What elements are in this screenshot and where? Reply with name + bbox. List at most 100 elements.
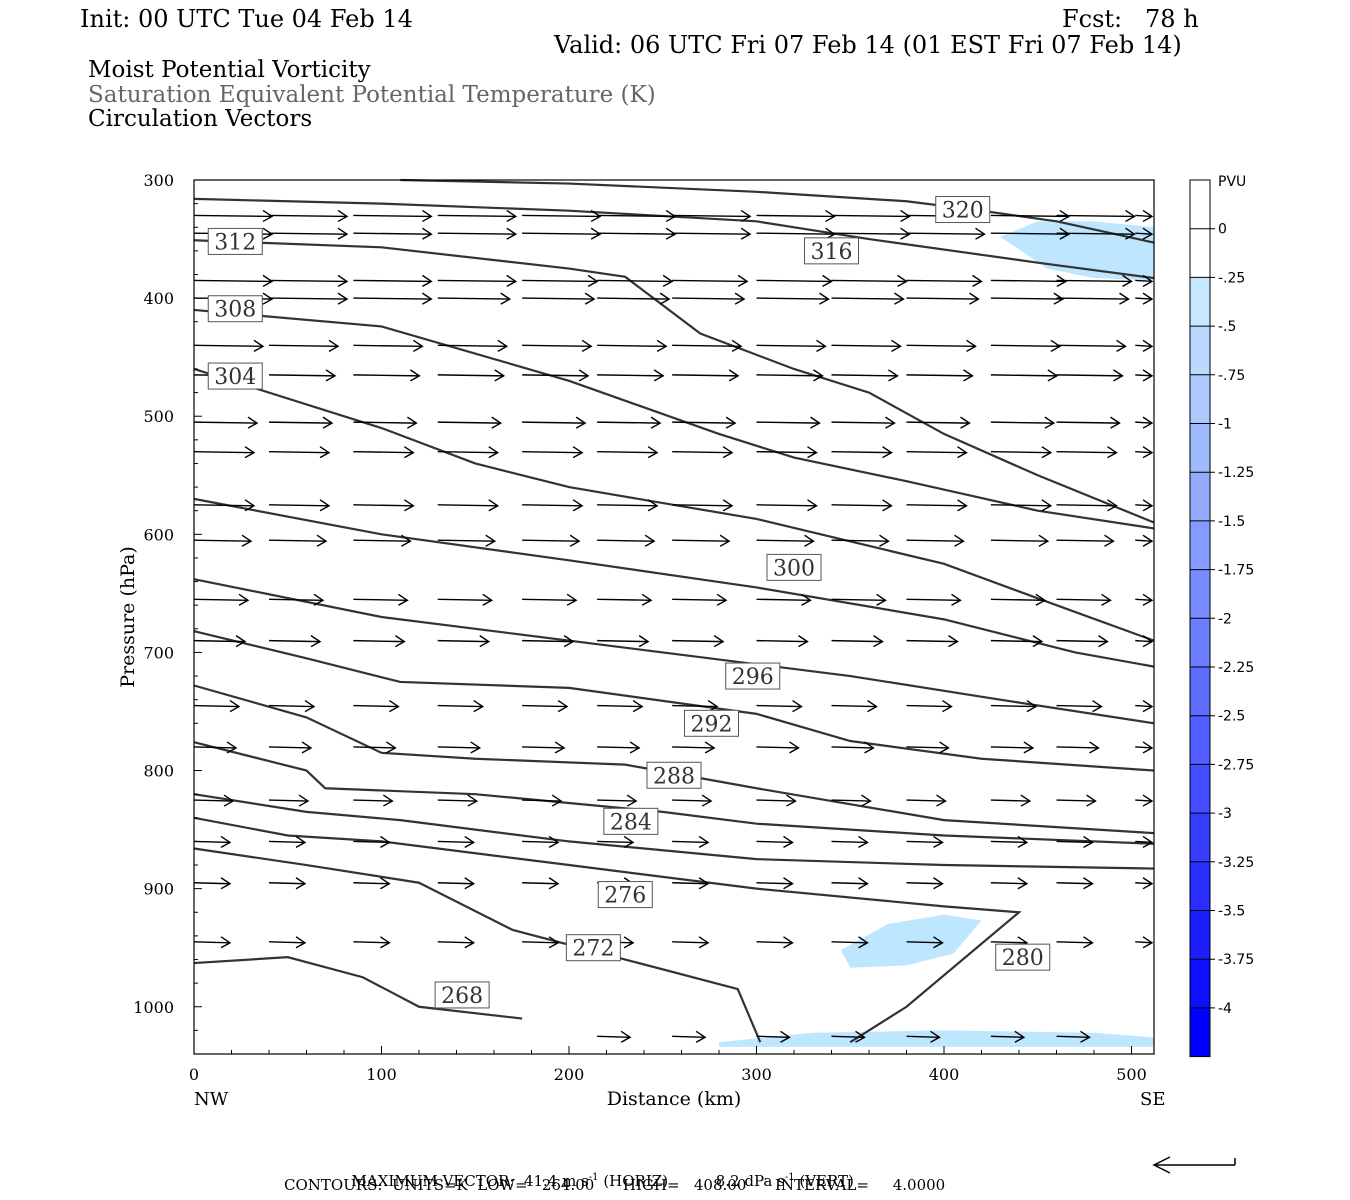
- vector-arrow: [831, 534, 890, 547]
- max-vector-horiz: 41.4 m s: [523, 1172, 589, 1190]
- vector-arrow: [522, 499, 584, 512]
- vector-arrow: [268, 292, 349, 305]
- contour-292: [193, 630, 1155, 772]
- vector-arrow: [1135, 499, 1154, 512]
- vector-arrow: [756, 209, 836, 223]
- right-endpoint-label: SE: [1140, 1089, 1165, 1110]
- vector-arrow: [831, 741, 875, 754]
- vector-arrow: [522, 339, 593, 352]
- vector-arrow: [672, 635, 725, 648]
- reference-vector: [1152, 1156, 1236, 1174]
- vector-arrow: [756, 1030, 791, 1043]
- colorbar-swatch: [1190, 277, 1210, 327]
- colorbar-swatch: [1190, 423, 1210, 473]
- vector-arrow: [522, 209, 602, 223]
- vector-arrow: [522, 416, 587, 429]
- vector-arrow: [990, 635, 1044, 648]
- contour-label-272: 272: [565, 934, 621, 962]
- vector-arrow: [831, 274, 908, 288]
- vector-arrow: [597, 446, 659, 459]
- vector-arrow: [1056, 416, 1121, 429]
- vector-arrow: [906, 446, 968, 459]
- vector-arrow: [437, 446, 500, 459]
- vector-arrow: [268, 877, 307, 890]
- left-endpoint-label: NW: [194, 1089, 229, 1110]
- vector-arrow: [597, 292, 671, 305]
- vector-arrow: [437, 635, 491, 648]
- vector-arrow: [353, 936, 391, 949]
- vector-arrow: [672, 416, 737, 429]
- vector-arrow: [437, 209, 518, 223]
- vector-arrow: [437, 369, 506, 382]
- vector-arrow: [522, 227, 602, 240]
- vector-arrow: [193, 416, 259, 429]
- vector-arrow: [906, 534, 965, 547]
- vector-arrow: [597, 274, 674, 288]
- colorbar-label: -.25: [1218, 270, 1245, 286]
- vector-arrow: [1135, 292, 1154, 305]
- svg-text:304: 304: [214, 365, 256, 390]
- vector-arrow: [522, 369, 590, 382]
- vector-arrow: [990, 593, 1047, 606]
- vector-arrow: [437, 534, 497, 547]
- contour-304: [193, 367, 1155, 642]
- vector-arrow: [597, 369, 665, 382]
- y-tick-label: 500: [143, 407, 174, 426]
- vector-arrow: [756, 446, 818, 459]
- vector-arrow: [353, 499, 415, 512]
- vector-arrow: [522, 274, 599, 288]
- vector-arrow: [906, 227, 986, 240]
- colorbar-swatch: [1190, 520, 1210, 570]
- vector-arrow: [353, 227, 433, 240]
- vector-arrow: [756, 416, 821, 429]
- max-vector-label: MAXIMUM VECTOR:: [351, 1172, 515, 1190]
- vector-arrow: [597, 835, 635, 849]
- vector-arrow: [756, 499, 818, 512]
- y-axis-title: Pressure (hPa): [117, 546, 139, 688]
- vector-arrow: [268, 499, 331, 512]
- vector-arrow: [1056, 877, 1094, 890]
- mpv-region-0: [1000, 221, 1154, 281]
- vector-arrow: [831, 593, 887, 606]
- vector-arrow: [522, 741, 566, 754]
- vector-arrow: [268, 416, 334, 429]
- vector-arrow: [268, 593, 325, 606]
- vector-arrow: [522, 877, 560, 890]
- vector-arrow: [1135, 877, 1154, 890]
- vector-arrow: [672, 534, 731, 547]
- contour-296: [193, 578, 1155, 725]
- contour-276: [193, 816, 1022, 1044]
- vector-arrow: [1056, 292, 1130, 305]
- vector-arrow: [1135, 446, 1154, 459]
- svg-text:296: 296: [732, 665, 774, 690]
- colorbar-label: -2: [1218, 611, 1232, 627]
- vector-arrow: [1056, 274, 1133, 288]
- forecast-hour: Fcst: 78 h: [1062, 5, 1199, 33]
- colorbar-swatch: [1190, 569, 1210, 619]
- vector-arrow: [353, 741, 397, 754]
- vector-arrow: [831, 936, 869, 949]
- contour-312: [193, 239, 1155, 524]
- vector-arrow: [756, 339, 827, 352]
- vector-arrow: [1135, 369, 1154, 382]
- vector-arrow: [756, 534, 815, 547]
- vector-arrow: [193, 635, 247, 648]
- vector-arrow: [1135, 227, 1154, 240]
- vector-arrow: [831, 699, 878, 713]
- vector-arrow: [1056, 227, 1136, 240]
- colorbar-label: -.5: [1218, 319, 1236, 335]
- vector-arrow: [1135, 209, 1154, 223]
- vector-arrow: [831, 339, 902, 352]
- vector-arrow: [990, 499, 1053, 512]
- x-tick-label: 200: [554, 1065, 585, 1084]
- vector-arrow: [906, 1030, 941, 1043]
- x-tick-label: 500: [1116, 1065, 1147, 1084]
- colorbar-swatch: [1190, 1007, 1210, 1057]
- vector-arrow: [193, 936, 232, 949]
- vector-arrow: [193, 339, 265, 352]
- vector-arrow: [353, 534, 412, 547]
- field-title-vectors: Circulation Vectors: [88, 106, 313, 132]
- vector-arrow: [437, 227, 518, 240]
- vector-arrow: [268, 635, 322, 648]
